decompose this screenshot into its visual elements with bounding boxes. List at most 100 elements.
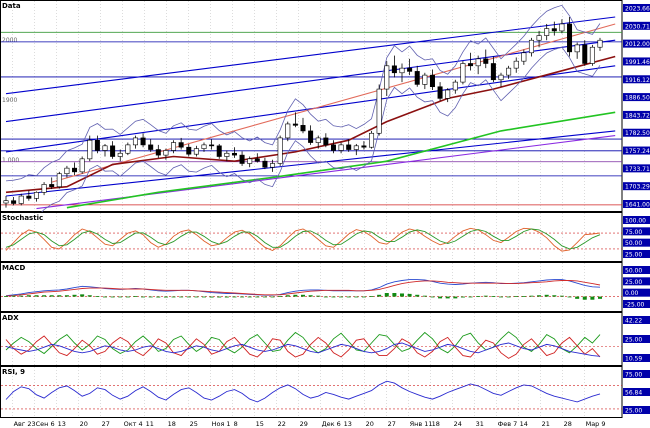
value-tag bbox=[623, 146, 650, 155]
histogram-bar bbox=[110, 296, 115, 298]
histogram-bar bbox=[590, 296, 595, 300]
candle-body bbox=[277, 137, 283, 164]
series-line bbox=[51, 23, 616, 183]
candle-body bbox=[483, 58, 489, 64]
x-axis-tick-label: 13 bbox=[344, 420, 352, 428]
candle-body bbox=[346, 144, 352, 150]
candle-body bbox=[498, 74, 504, 81]
candle-body bbox=[308, 130, 314, 143]
value-tag bbox=[623, 200, 650, 208]
histogram-bar bbox=[80, 294, 85, 297]
candle-body bbox=[49, 184, 55, 188]
value-tag-label: 1916.12 bbox=[625, 77, 650, 84]
candle-body bbox=[597, 39, 603, 48]
histogram-bar bbox=[202, 296, 206, 298]
x-axis-tick-label: 20 bbox=[366, 420, 374, 428]
value-tag-label: 1757.24 bbox=[625, 148, 650, 155]
series-line bbox=[5, 280, 601, 297]
candle-body bbox=[452, 81, 458, 91]
series-line bbox=[5, 331, 601, 355]
histogram-bar bbox=[537, 295, 542, 297]
candle-body bbox=[551, 28, 557, 32]
x-axis: Авг 23 Сен 6 13 20 27 Окт 4 11 18 25 Ноя 1 8 15 22 29… bbox=[0, 418, 650, 428]
histogram-bar bbox=[34, 295, 39, 297]
x-axis-tick-label: Ноя 1 bbox=[212, 420, 231, 428]
histogram-bar bbox=[331, 296, 336, 298]
candle-body bbox=[414, 71, 420, 85]
histogram-bar bbox=[171, 296, 176, 298]
histogram-bar bbox=[224, 296, 229, 298]
histogram-bar bbox=[217, 296, 222, 298]
x-axis-tick-label: 27 bbox=[102, 420, 110, 428]
panel-frame bbox=[0, 312, 623, 366]
value-tag-label: 25.00 bbox=[625, 408, 642, 415]
x-axis-tick-label: 29 bbox=[300, 420, 308, 428]
value-tag-label: 75.00 bbox=[625, 229, 642, 236]
value-tag bbox=[623, 354, 650, 362]
histogram-bar bbox=[400, 293, 404, 297]
candle-body bbox=[574, 44, 580, 53]
histogram-bar bbox=[179, 296, 184, 298]
series-line bbox=[5, 65, 616, 153]
candle-body bbox=[369, 132, 375, 148]
candle-body bbox=[56, 173, 62, 188]
series-line bbox=[5, 130, 616, 197]
value-tag-label: 1782.50 bbox=[625, 130, 650, 137]
value-tag bbox=[623, 370, 650, 378]
candle-body bbox=[315, 137, 321, 143]
histogram-bar bbox=[499, 296, 503, 298]
candle-body bbox=[384, 65, 390, 90]
histogram-bar bbox=[430, 296, 435, 298]
x-axis-tick-label: 8 bbox=[234, 420, 238, 428]
candle-body bbox=[102, 145, 108, 151]
histogram-bar bbox=[72, 294, 77, 297]
axis-tick-label: 1.000 bbox=[2, 157, 19, 164]
candle-body bbox=[475, 58, 481, 67]
candle-body bbox=[117, 152, 123, 157]
histogram-bar bbox=[567, 296, 572, 298]
candle-body bbox=[79, 158, 85, 173]
histogram-bar bbox=[415, 294, 420, 297]
x-axis-tick-label: 14 bbox=[520, 420, 528, 428]
value-tag-label: 2030.71 bbox=[625, 23, 650, 30]
histogram-bar bbox=[521, 296, 526, 297]
panel-price: Data 2023.66 2030.71 2012.00 1991.46 1916.12 1… bbox=[0, 0, 650, 224]
value-tag bbox=[623, 227, 650, 236]
series-line bbox=[5, 16, 616, 95]
panel-title: Stochastic bbox=[2, 214, 43, 222]
candle-body bbox=[353, 145, 359, 150]
histogram-bar bbox=[4, 296, 8, 297]
candle-body bbox=[262, 160, 268, 168]
x-axis-tick-label: 18 bbox=[432, 420, 440, 428]
candle-body bbox=[140, 137, 146, 146]
histogram-bar bbox=[384, 293, 389, 297]
panel-stochastic: Stochastic 100.00 75.00 50.00 25.00 bbox=[0, 212, 650, 262]
candle-body bbox=[490, 63, 496, 81]
histogram-bar bbox=[262, 296, 267, 298]
histogram-bar bbox=[407, 293, 412, 297]
value-tag bbox=[623, 238, 650, 247]
axis-tick-label: 1900 bbox=[2, 97, 17, 104]
histogram-bar bbox=[133, 296, 138, 297]
histogram-bar bbox=[125, 296, 130, 298]
x-axis-tick-label: 31 bbox=[476, 420, 484, 428]
value-tag bbox=[623, 316, 650, 324]
value-tag bbox=[623, 57, 650, 66]
value-tag-label: -25.00 bbox=[625, 302, 645, 309]
value-tag-label: 1843.72 bbox=[625, 112, 650, 119]
histogram-bar bbox=[255, 296, 260, 298]
x-axis-tick-label: 11 bbox=[146, 420, 154, 428]
candle-body bbox=[422, 74, 428, 85]
histogram-bar bbox=[377, 294, 382, 297]
candle-body bbox=[544, 28, 550, 36]
candle-body bbox=[323, 137, 329, 146]
candle-body bbox=[209, 144, 215, 147]
value-tag-label: 1886.50 bbox=[625, 95, 650, 102]
histogram-bar bbox=[278, 296, 283, 297]
candle-body bbox=[399, 67, 405, 74]
series-line bbox=[5, 335, 601, 359]
value-tag bbox=[623, 110, 650, 119]
candle-body bbox=[460, 63, 466, 83]
candle-body bbox=[589, 46, 595, 64]
